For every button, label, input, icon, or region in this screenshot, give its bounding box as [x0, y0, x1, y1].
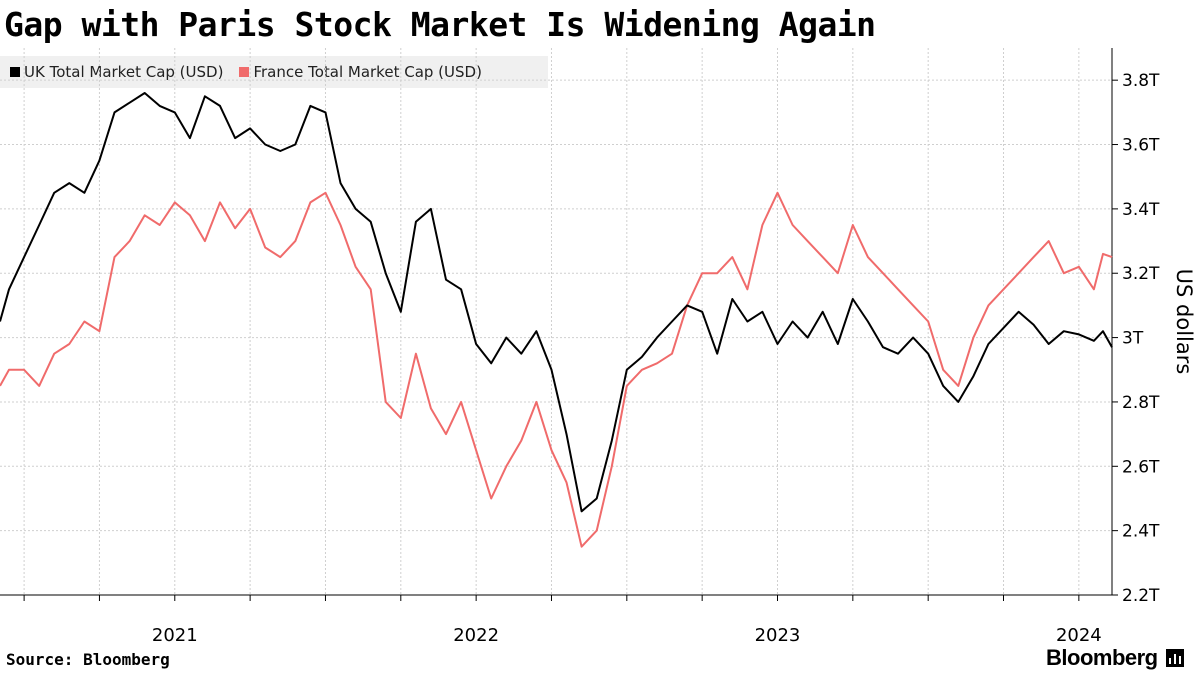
brand-wordmark: Bloomberg: [1046, 645, 1158, 670]
y-tick-label-8: 3.8T: [1122, 71, 1160, 91]
bloomberg-logo: Bloomberg: [1046, 645, 1184, 671]
y-axis-title: US dollars: [1172, 269, 1196, 375]
x-tick-label-0: 2021: [152, 625, 198, 646]
x-tick-label-2: 2023: [755, 625, 801, 646]
legend-label-uk: UK Total Market Cap (USD): [24, 63, 224, 81]
chart-title: Gap with Paris Stock Market Is Widening …: [4, 5, 876, 44]
source-note: Source: Bloomberg: [6, 650, 170, 669]
y-tick-label-1: 2.4T: [1122, 522, 1160, 542]
legend-item-uk[interactable]: UK Total Market Cap (USD): [10, 63, 223, 81]
x-tick-label-3: 2024: [1056, 625, 1102, 646]
legend: UK Total Market Cap (USD) France Total M…: [0, 56, 548, 88]
y-tick-label-7: 3.6T: [1122, 136, 1160, 156]
y-tick-label-5: 3.2T: [1122, 264, 1160, 284]
y-tick-label-3: 2.8T: [1122, 393, 1160, 413]
legend-label-france: France Total Market Cap (USD): [253, 63, 482, 81]
y-tick-label-0: 2.2T: [1122, 586, 1160, 606]
y-tick-label-2: 2.6T: [1122, 457, 1160, 477]
y-tick-label-6: 3.4T: [1122, 200, 1160, 220]
y-tick-label-4: 3T: [1122, 329, 1144, 349]
legend-swatch-france: [239, 67, 250, 77]
series-line-uk: [0, 92, 1113, 513]
legend-item-france[interactable]: France Total Market Cap (USD): [239, 63, 482, 81]
bar-chart-icon: [1165, 649, 1184, 667]
x-tick-label-1: 2022: [453, 625, 499, 646]
series-line-france: [0, 191, 1113, 548]
legend-swatch-uk: [10, 67, 20, 77]
